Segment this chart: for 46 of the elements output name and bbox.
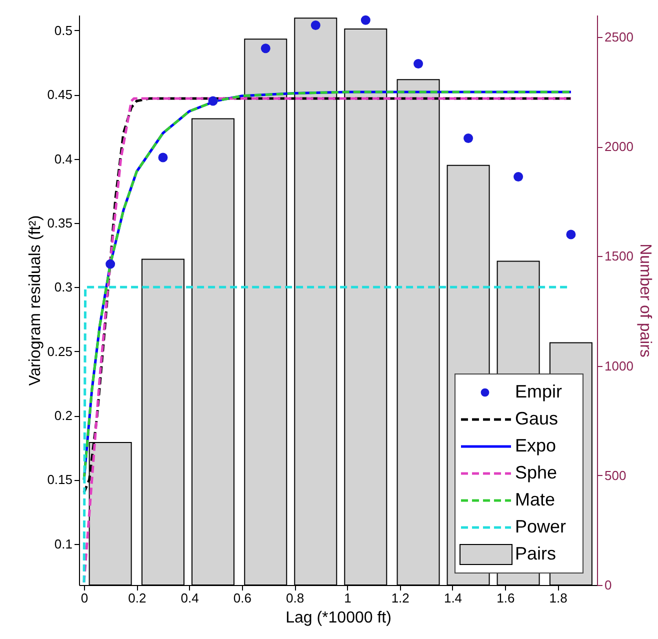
point (464, 134, 474, 143)
point (360, 15, 370, 25)
point (208, 96, 218, 106)
y-tick-label: 0.45 (47, 87, 72, 102)
y2-axis-title: Number of pairs (636, 244, 654, 358)
y-tick-label: 0.35 (47, 215, 72, 230)
y-tick-label: 0.1 (54, 536, 72, 552)
point (310, 20, 320, 30)
point (414, 59, 424, 69)
legend-label: Gaus (515, 408, 558, 428)
y2-tick-label: 1500 (604, 248, 634, 264)
legend-label: Mate (515, 490, 556, 510)
y-tick-label: 0.25 (47, 344, 72, 359)
x-tick-label: 0.6 (233, 590, 252, 606)
y-axis-title: Variogram residuals (ft²) (27, 215, 44, 386)
y2-tick-label: 500 (604, 468, 626, 483)
y-tick-label: 0.15 (47, 472, 72, 488)
legend-label: Power (515, 516, 566, 536)
x-tick-label: 1.6 (496, 590, 515, 606)
x-tick-label: 1 (344, 590, 352, 606)
x-axis-title: Lag (*10000 ft) (286, 610, 392, 626)
y-tick-label: 0.5 (54, 22, 72, 38)
line-series (82, 97, 572, 584)
point (260, 44, 270, 54)
point (566, 230, 576, 240)
x-tick-label: 1.4 (444, 590, 462, 606)
point (158, 152, 168, 162)
y2-tick-label: 1000 (604, 358, 634, 374)
y2-tick-label: 2500 (604, 29, 634, 44)
x-tick-label: 0.2 (128, 590, 146, 606)
x-tick-label: 1.8 (549, 590, 568, 606)
point (106, 259, 116, 269)
y-tick-label: 0.2 (54, 408, 72, 424)
point (514, 172, 524, 182)
legend-label: Expo (515, 436, 556, 456)
legend-label: Sphe (515, 462, 558, 482)
x-tick-label: 0.8 (286, 590, 304, 606)
legend-label: Empir (515, 382, 562, 402)
y2-tick-label: 2000 (604, 139, 634, 154)
y2-tick-label: 0 (604, 578, 612, 592)
x-tick-label: 0.4 (180, 590, 199, 606)
y-tick-label: 0.4 (54, 151, 72, 166)
y-tick-label: 0.3 (54, 280, 72, 295)
x-tick-label: 0 (80, 590, 88, 606)
legend-label: Pairs (515, 544, 556, 564)
x-tick-label: 1.2 (391, 590, 410, 606)
